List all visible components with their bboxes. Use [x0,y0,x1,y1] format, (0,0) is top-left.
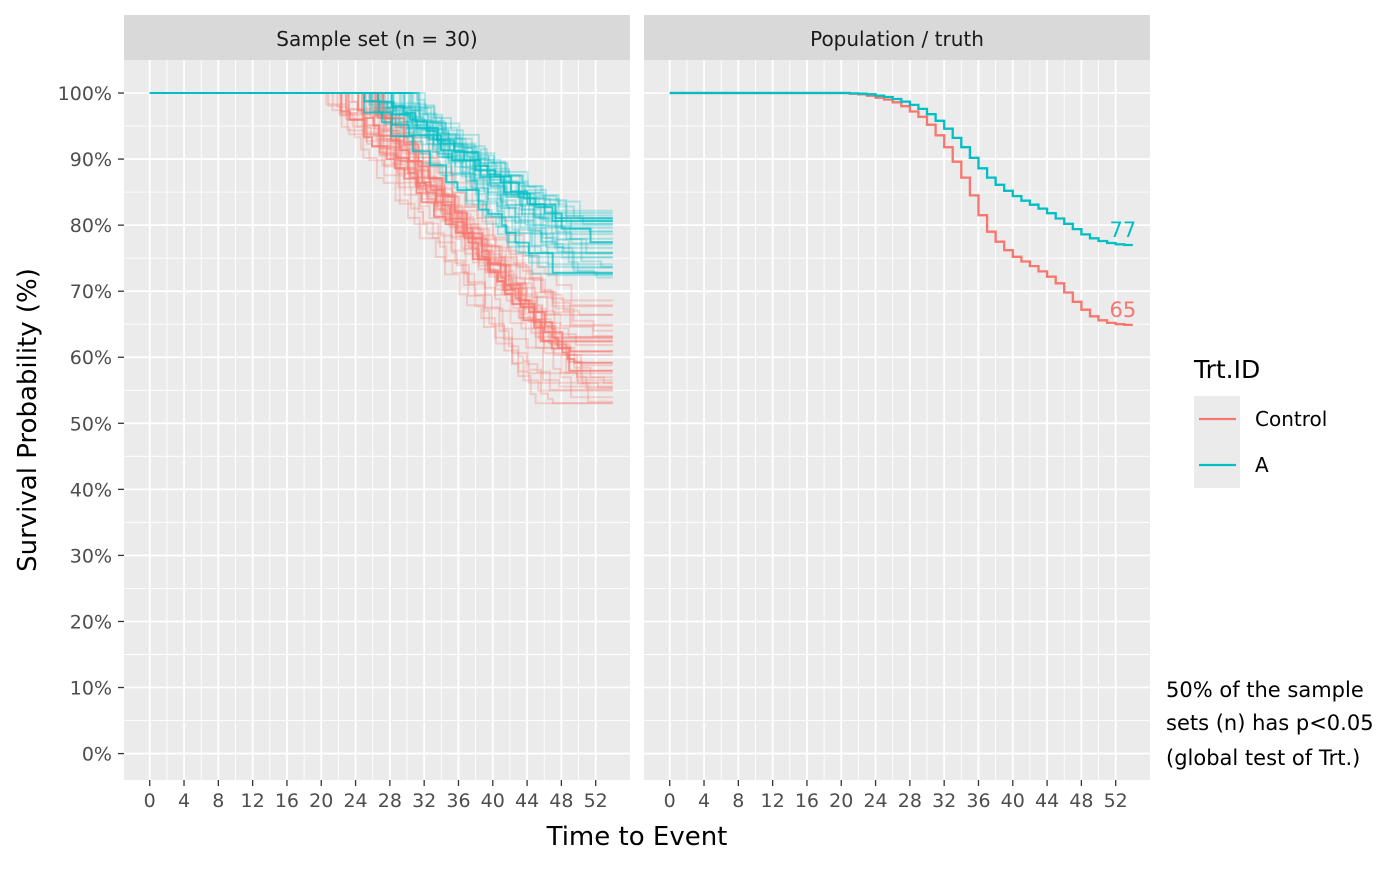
sample-curve-a [149,92,613,279]
x-tick-label: 52 [584,790,608,812]
sample-curve-control [149,92,613,316]
sample-curve-a [149,92,613,233]
sample-curve-a [149,92,613,276]
legend-label-control: Control [1255,407,1327,431]
x-tick-label: 32 [932,790,956,812]
x-tick-label: 4 [178,790,190,812]
x-tick-label: 16 [275,790,299,812]
sample-curve-control [149,92,613,338]
sample-curve-control [149,92,613,385]
sample-curve-a [149,92,613,214]
y-tick-label: 60% [70,347,112,369]
sample-curve-a [149,92,613,254]
sample-curve-a-highlight [149,92,613,220]
x-tick-label: 48 [1069,790,1093,812]
sample-curve-a-highlight [149,92,613,222]
end-label-a: 77 [1109,218,1136,242]
sample-curve-a [149,92,613,259]
legend: Trt.ID Control A [1193,355,1327,488]
x-tick-label: 8 [212,790,224,812]
y-tick-label: 70% [70,281,112,303]
x-tick-label: 44 [1035,790,1059,812]
sample-curve-a [149,92,613,254]
sample-curve-a [149,92,613,269]
y-tick-label: 90% [70,149,112,171]
facet-strip-1 [124,15,630,60]
x-tick-label: 48 [549,790,573,812]
sample-curve-control [149,92,613,327]
y-tick-label: 0% [82,744,112,766]
x-tick-label: 36 [446,790,470,812]
y-tick-label: 50% [70,413,112,435]
x-tick-label: 52 [1104,790,1128,812]
significance-note: 50% of the sample sets (n) has p<0.05 (g… [1166,678,1374,770]
sample-curve-a-highlight [149,92,613,274]
sample-curve-control [149,92,613,375]
y-axis-title: Survival Probability (%) [13,268,43,572]
panel-bg-1 [124,60,630,780]
x-tick-label: 0 [664,790,676,812]
note-line-2: sets (n) has p<0.05 [1166,711,1374,735]
y-tick-label: 30% [70,545,112,567]
x-tick-label: 40 [1001,790,1025,812]
y-tick-label: 100% [58,83,112,105]
x-tick-label: 16 [795,790,819,812]
y-tick-label: 20% [70,611,112,633]
panel-bg-2 [644,60,1150,780]
note-line-3: (global test of Trt.) [1166,746,1360,770]
x-tick-label: 44 [515,790,539,812]
x-tick-label: 32 [412,790,436,812]
x-tick-label: 20 [309,790,333,812]
sample-curve-a [149,92,613,222]
y-tick-label: 80% [70,215,112,237]
x-tick-label: 12 [761,790,785,812]
sample-curve-control-highlight [149,92,613,372]
x-tick-label: 12 [241,790,265,812]
sample-curve-control [149,92,613,346]
sample-curve-control [149,92,613,405]
sample-curve-control-highlight [149,92,613,364]
sample-curve-control [149,92,613,367]
facet-strip-2 [644,15,1150,60]
sample-curve-control-highlight [149,92,613,343]
sample-curve-a [149,92,613,229]
x-tick-label: 24 [343,790,367,812]
x-tick-label: 36 [966,790,990,812]
x-axis-title: Time to Event [546,822,728,852]
truth-curve-a [669,91,1133,247]
x-tick-label: 40 [481,790,505,812]
facet-label-2: Population / truth [810,27,984,51]
x-tick-label: 24 [863,790,887,812]
sample-curve-a [149,92,613,212]
sample-curve-control [149,92,613,316]
note-line-1: 50% of the sample [1166,678,1364,702]
y-tick-label: 40% [70,479,112,501]
sample-curve-a [149,92,613,233]
sample-curve-a [149,92,613,255]
sample-curve-a [149,92,613,225]
facet-label-1: Sample set (n = 30) [276,27,477,51]
x-tick-label: 8 [732,790,744,812]
legend-label-a: A [1255,453,1269,477]
y-tick-label: 10% [70,678,112,700]
sample-curve-control [149,92,613,326]
x-tick-label: 28 [378,790,402,812]
x-tick-label: 4 [698,790,710,812]
legend-title: Trt.ID [1193,355,1260,384]
sample-curve-control [149,92,613,405]
x-tick-label: 20 [829,790,853,812]
sample-curve-a [149,92,613,259]
end-label-control: 65 [1109,298,1136,322]
sample-curve-control [149,92,613,392]
sample-curve-control [149,92,613,307]
sample-curve-control [149,92,613,384]
x-tick-label: 0 [144,790,156,812]
sample-curve-control [149,92,613,388]
truth-curve-control [669,91,1133,327]
x-tick-label: 28 [898,790,922,812]
